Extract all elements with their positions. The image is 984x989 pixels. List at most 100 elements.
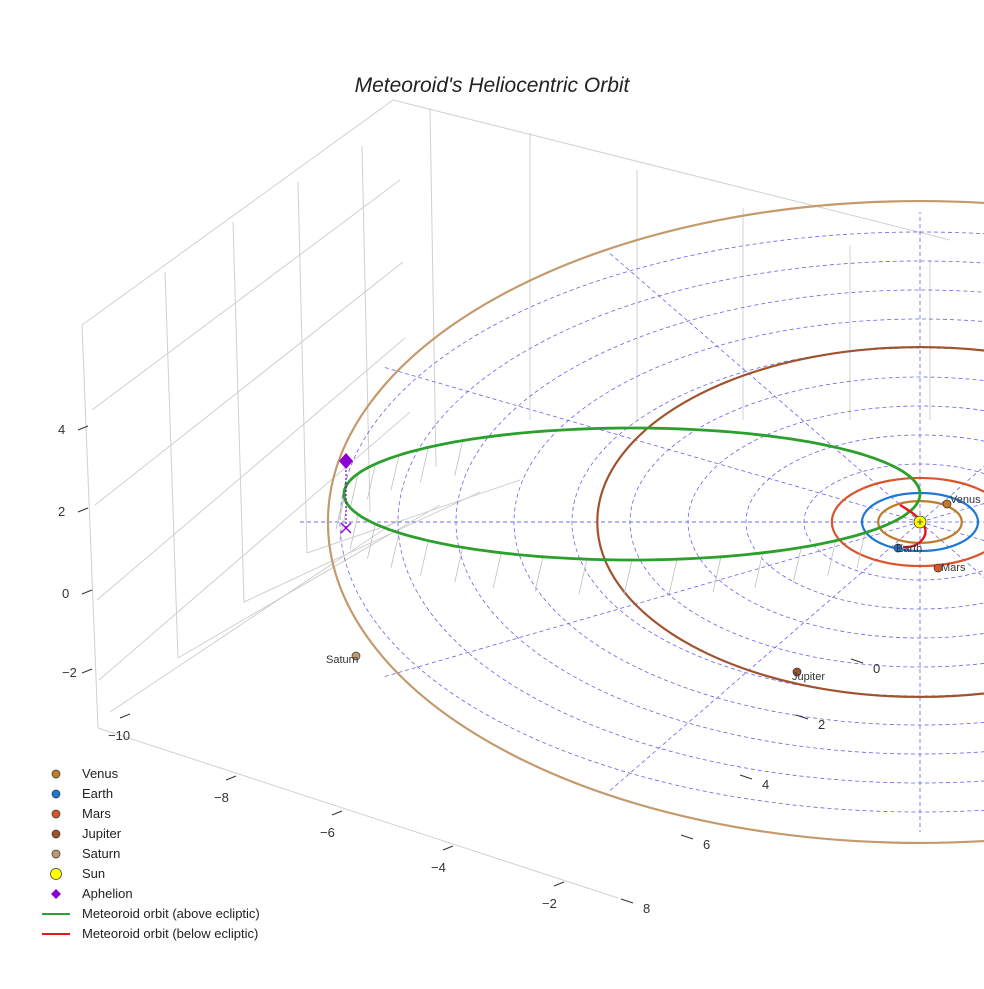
- x-tick: [225, 775, 237, 781]
- x-tick-label: −10: [108, 728, 130, 743]
- drop-line: [492, 552, 502, 588]
- drop-line: [419, 540, 429, 576]
- drop-line: [856, 532, 866, 568]
- drop-line: [792, 547, 802, 583]
- y-tick-label: 2: [818, 717, 825, 732]
- planet-mars: [933, 563, 943, 573]
- legend-item: Jupiter: [40, 824, 260, 844]
- y-tick-label: 8: [643, 901, 650, 916]
- grid-floor: [177, 504, 441, 659]
- x-tick: [119, 713, 131, 719]
- meteoroid-orbit-below: [899, 503, 927, 549]
- x-tick-label: −2: [542, 896, 557, 911]
- legend-label: Mars: [82, 806, 111, 821]
- planet-label-venus: Venus: [950, 494, 981, 506]
- legend-label: Saturn: [82, 846, 121, 861]
- z-tick-label: 0: [62, 586, 69, 601]
- planet-saturn: [351, 651, 361, 661]
- y-tick: [739, 774, 753, 780]
- grid-horizontal-left: [98, 411, 411, 681]
- drop-line: [419, 447, 429, 483]
- legend-item: Meteoroid orbit (below ecliptic): [40, 924, 260, 944]
- planet-jupiter: [792, 667, 802, 677]
- grid-vertical-left: [297, 181, 308, 554]
- axes-box: [81, 99, 951, 899]
- ecliptic-grid-ray: [609, 521, 921, 791]
- x-tick-label: −8: [214, 790, 229, 805]
- planet-label-saturn: Saturn: [326, 654, 358, 666]
- y-tick-label: 6: [703, 837, 710, 852]
- legend-marker: [50, 868, 62, 880]
- ecliptic-grid-ray: [382, 521, 921, 678]
- legend-label: Meteoroid orbit (above ecliptic): [82, 906, 260, 921]
- x-tick-label: −4: [431, 860, 446, 875]
- planet-label-mars: Mars: [941, 562, 966, 574]
- z-tick-label: 4: [58, 422, 65, 437]
- y-tick: [680, 834, 694, 840]
- legend-marker: [51, 809, 61, 819]
- legend-item: Saturn: [40, 844, 260, 864]
- drop-line: [454, 440, 464, 476]
- meteoroid-orbit-above: [342, 426, 922, 562]
- z-tick-label: −2: [62, 665, 77, 680]
- drop-line: [454, 547, 464, 583]
- sun-center-mark: [917, 519, 923, 525]
- planet-label-earth: Earth: [896, 543, 922, 555]
- legend-marker: [51, 789, 61, 799]
- drop-line: [668, 559, 678, 595]
- z-tick-label: 2: [58, 504, 65, 519]
- orbit-drop-lines: [335, 440, 866, 596]
- grid-vertical-left: [232, 221, 245, 603]
- legend-swatch: [51, 889, 61, 899]
- pane-edge-top-left: [81, 99, 394, 326]
- grid-vertical-left: [164, 271, 179, 659]
- ecliptic-grid: [300, 212, 984, 832]
- legend-label: Meteoroid orbit (below ecliptic): [82, 926, 259, 941]
- legend-label: Aphelion: [82, 886, 133, 901]
- grid-vertical-left: [361, 145, 371, 513]
- drop-line: [623, 559, 633, 596]
- legend: Venus Earth Mars Jupiter Saturn Sun Aphelion Me…: [40, 764, 260, 944]
- x-tick: [553, 881, 565, 887]
- planet-earth: [893, 543, 903, 553]
- drop-line: [367, 463, 376, 500]
- legend-marker: [51, 829, 61, 839]
- pane-edge-bottom: [97, 727, 619, 899]
- legend-label: Sun: [82, 866, 106, 881]
- drop-line: [349, 514, 359, 550]
- legend-item: Sun: [40, 864, 260, 884]
- legend-swatch: [51, 789, 61, 799]
- drop-line: [534, 556, 544, 592]
- legend-swatch: [51, 769, 61, 779]
- aphelion-marker: [339, 453, 353, 469]
- drop-line: [390, 532, 400, 568]
- ecliptic-grid-ray: [382, 366, 921, 523]
- pane-edge-left: [81, 324, 99, 729]
- drop-line: [578, 559, 588, 595]
- legend-label: Jupiter: [82, 826, 122, 841]
- legend-marker: [51, 889, 61, 899]
- legend-item: Earth: [40, 784, 260, 804]
- orbit-jupiter: [596, 346, 984, 698]
- y-tick-label: 4: [762, 777, 769, 792]
- legend-marker: [51, 849, 61, 859]
- legend-label: Earth: [82, 786, 114, 801]
- x-tick: [442, 845, 454, 851]
- drop-line: [390, 455, 400, 491]
- drop-line: [335, 493, 345, 530]
- aphelion-projection-marker: [340, 522, 352, 534]
- legend-swatch: [51, 849, 61, 859]
- legend-swatch: [42, 933, 70, 935]
- legend-item: Aphelion: [40, 884, 260, 904]
- drop-line: [754, 552, 764, 588]
- orbit-saturn: [327, 200, 984, 844]
- legend-swatch: [51, 829, 61, 839]
- planet-label-jupiter: Jupiter: [792, 671, 825, 683]
- legend-swatch: [50, 868, 62, 880]
- legend-item: Meteoroid orbit (above ecliptic): [40, 904, 260, 924]
- legend-item: Mars: [40, 804, 260, 824]
- z-tick: [81, 589, 93, 595]
- drop-line: [367, 523, 376, 560]
